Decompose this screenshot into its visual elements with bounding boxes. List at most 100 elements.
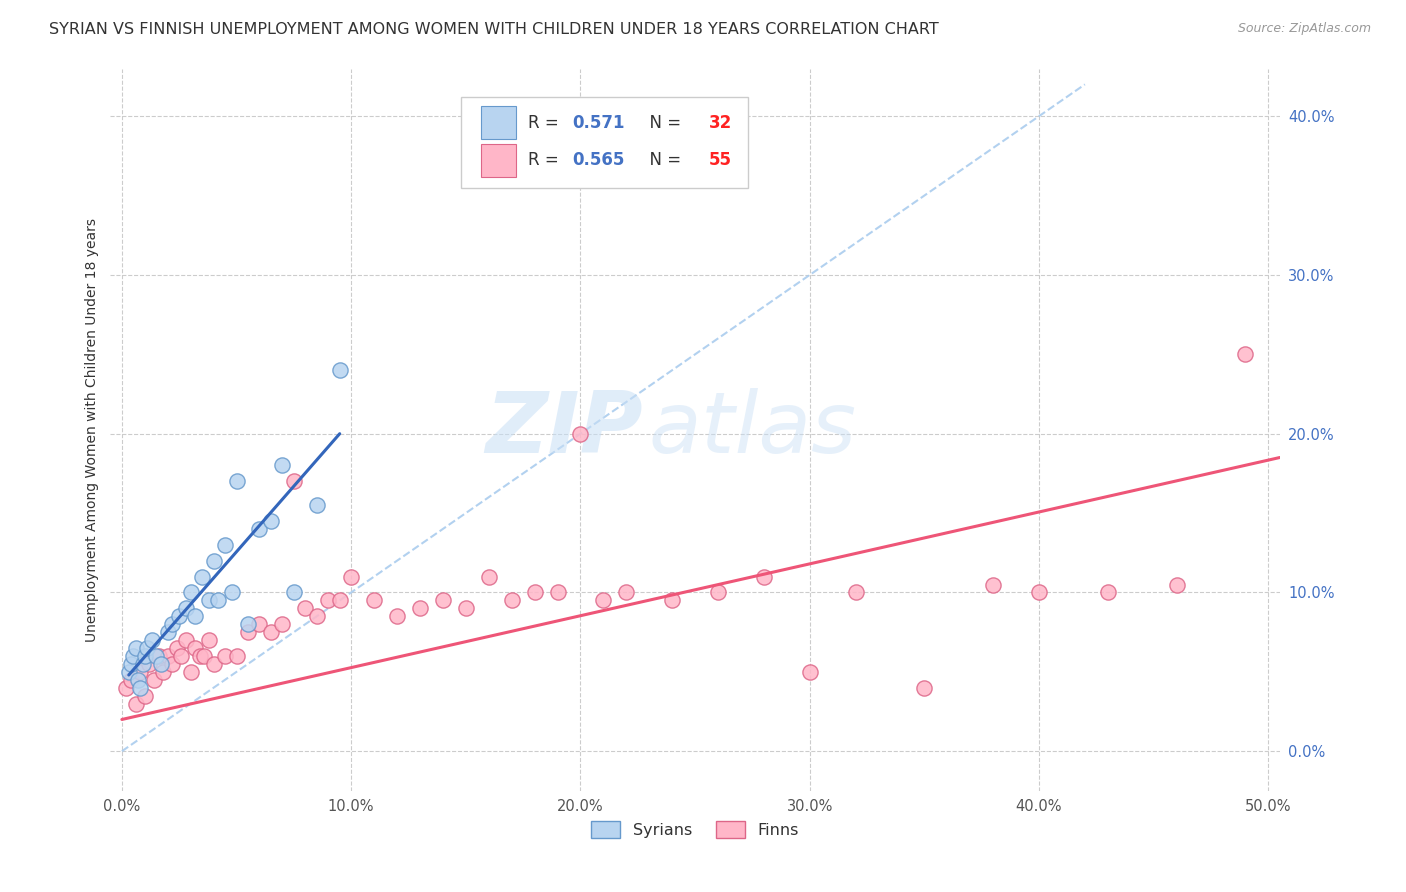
Point xyxy=(214,538,236,552)
Point xyxy=(124,640,146,655)
Point xyxy=(385,609,408,624)
Legend: Syrians, Finns: Syrians, Finns xyxy=(585,815,806,845)
Point xyxy=(547,585,569,599)
Point xyxy=(152,665,174,679)
Point xyxy=(120,657,142,671)
Point xyxy=(661,593,683,607)
Point xyxy=(174,633,197,648)
Point xyxy=(329,363,352,377)
Point xyxy=(1097,585,1119,599)
Point xyxy=(134,689,156,703)
Point xyxy=(432,593,454,607)
Point xyxy=(180,585,202,599)
Point xyxy=(478,569,501,583)
Point xyxy=(141,633,163,648)
Point xyxy=(118,665,141,679)
Point xyxy=(249,522,271,536)
Point xyxy=(134,648,156,663)
Text: 32: 32 xyxy=(709,113,733,132)
Point xyxy=(409,601,432,615)
Point xyxy=(136,640,159,655)
Point xyxy=(305,609,328,624)
Point xyxy=(202,657,225,671)
Point xyxy=(340,569,363,583)
Point xyxy=(162,657,184,671)
Point xyxy=(523,585,546,599)
Point xyxy=(225,648,247,663)
Point xyxy=(221,585,243,599)
Text: 0.565: 0.565 xyxy=(572,152,624,169)
Point xyxy=(127,673,149,687)
Point xyxy=(214,648,236,663)
Point xyxy=(1028,585,1050,599)
Point xyxy=(294,601,316,615)
Point xyxy=(283,475,305,489)
Point xyxy=(271,617,294,632)
Point xyxy=(198,633,221,648)
FancyBboxPatch shape xyxy=(481,144,516,177)
Point xyxy=(198,593,221,607)
Point xyxy=(174,601,197,615)
Point xyxy=(260,514,283,528)
Text: SYRIAN VS FINNISH UNEMPLOYMENT AMONG WOMEN WITH CHILDREN UNDER 18 YEARS CORRELAT: SYRIAN VS FINNISH UNEMPLOYMENT AMONG WOM… xyxy=(49,22,939,37)
Point xyxy=(236,625,259,640)
Point xyxy=(592,593,614,607)
Text: atlas: atlas xyxy=(648,388,856,471)
Point xyxy=(120,673,142,687)
Point xyxy=(122,648,145,663)
Point xyxy=(614,585,637,599)
Point xyxy=(184,640,207,655)
Point xyxy=(707,585,730,599)
Point xyxy=(180,665,202,679)
Point xyxy=(167,609,190,624)
Point xyxy=(305,498,328,512)
Text: N =: N = xyxy=(638,152,686,169)
Point xyxy=(191,569,214,583)
Point xyxy=(454,601,477,615)
Point xyxy=(329,593,352,607)
Point xyxy=(283,585,305,599)
Point xyxy=(129,665,152,679)
Point xyxy=(143,673,166,687)
Point xyxy=(981,577,1004,591)
Point xyxy=(170,648,193,663)
Point xyxy=(249,617,271,632)
Point xyxy=(184,609,207,624)
Point xyxy=(149,657,172,671)
Text: R =: R = xyxy=(527,152,564,169)
Point xyxy=(129,681,152,695)
Text: ZIP: ZIP xyxy=(485,388,643,471)
FancyBboxPatch shape xyxy=(461,97,748,187)
Point xyxy=(845,585,868,599)
Text: 55: 55 xyxy=(709,152,733,169)
Point xyxy=(193,648,215,663)
Point xyxy=(912,681,935,695)
Point xyxy=(363,593,385,607)
Point xyxy=(162,617,184,632)
Point xyxy=(752,569,775,583)
FancyBboxPatch shape xyxy=(481,106,516,139)
Point xyxy=(207,593,229,607)
Text: N =: N = xyxy=(638,113,686,132)
Point xyxy=(1234,347,1257,361)
Point xyxy=(271,458,294,473)
Text: Source: ZipAtlas.com: Source: ZipAtlas.com xyxy=(1237,22,1371,36)
Point xyxy=(1166,577,1188,591)
Point xyxy=(156,648,179,663)
Text: R =: R = xyxy=(527,113,564,132)
Point xyxy=(124,697,146,711)
Y-axis label: Unemployment Among Women with Children Under 18 years: Unemployment Among Women with Children U… xyxy=(86,218,100,641)
Point xyxy=(131,657,153,671)
Point xyxy=(188,648,211,663)
Point xyxy=(236,617,259,632)
Point xyxy=(148,648,170,663)
Point xyxy=(225,475,247,489)
Point xyxy=(316,593,339,607)
Point xyxy=(166,640,188,655)
Point xyxy=(156,625,179,640)
Text: 0.571: 0.571 xyxy=(572,113,624,132)
Point xyxy=(501,593,523,607)
Point xyxy=(569,426,592,441)
Point xyxy=(799,665,821,679)
Point xyxy=(138,657,160,671)
